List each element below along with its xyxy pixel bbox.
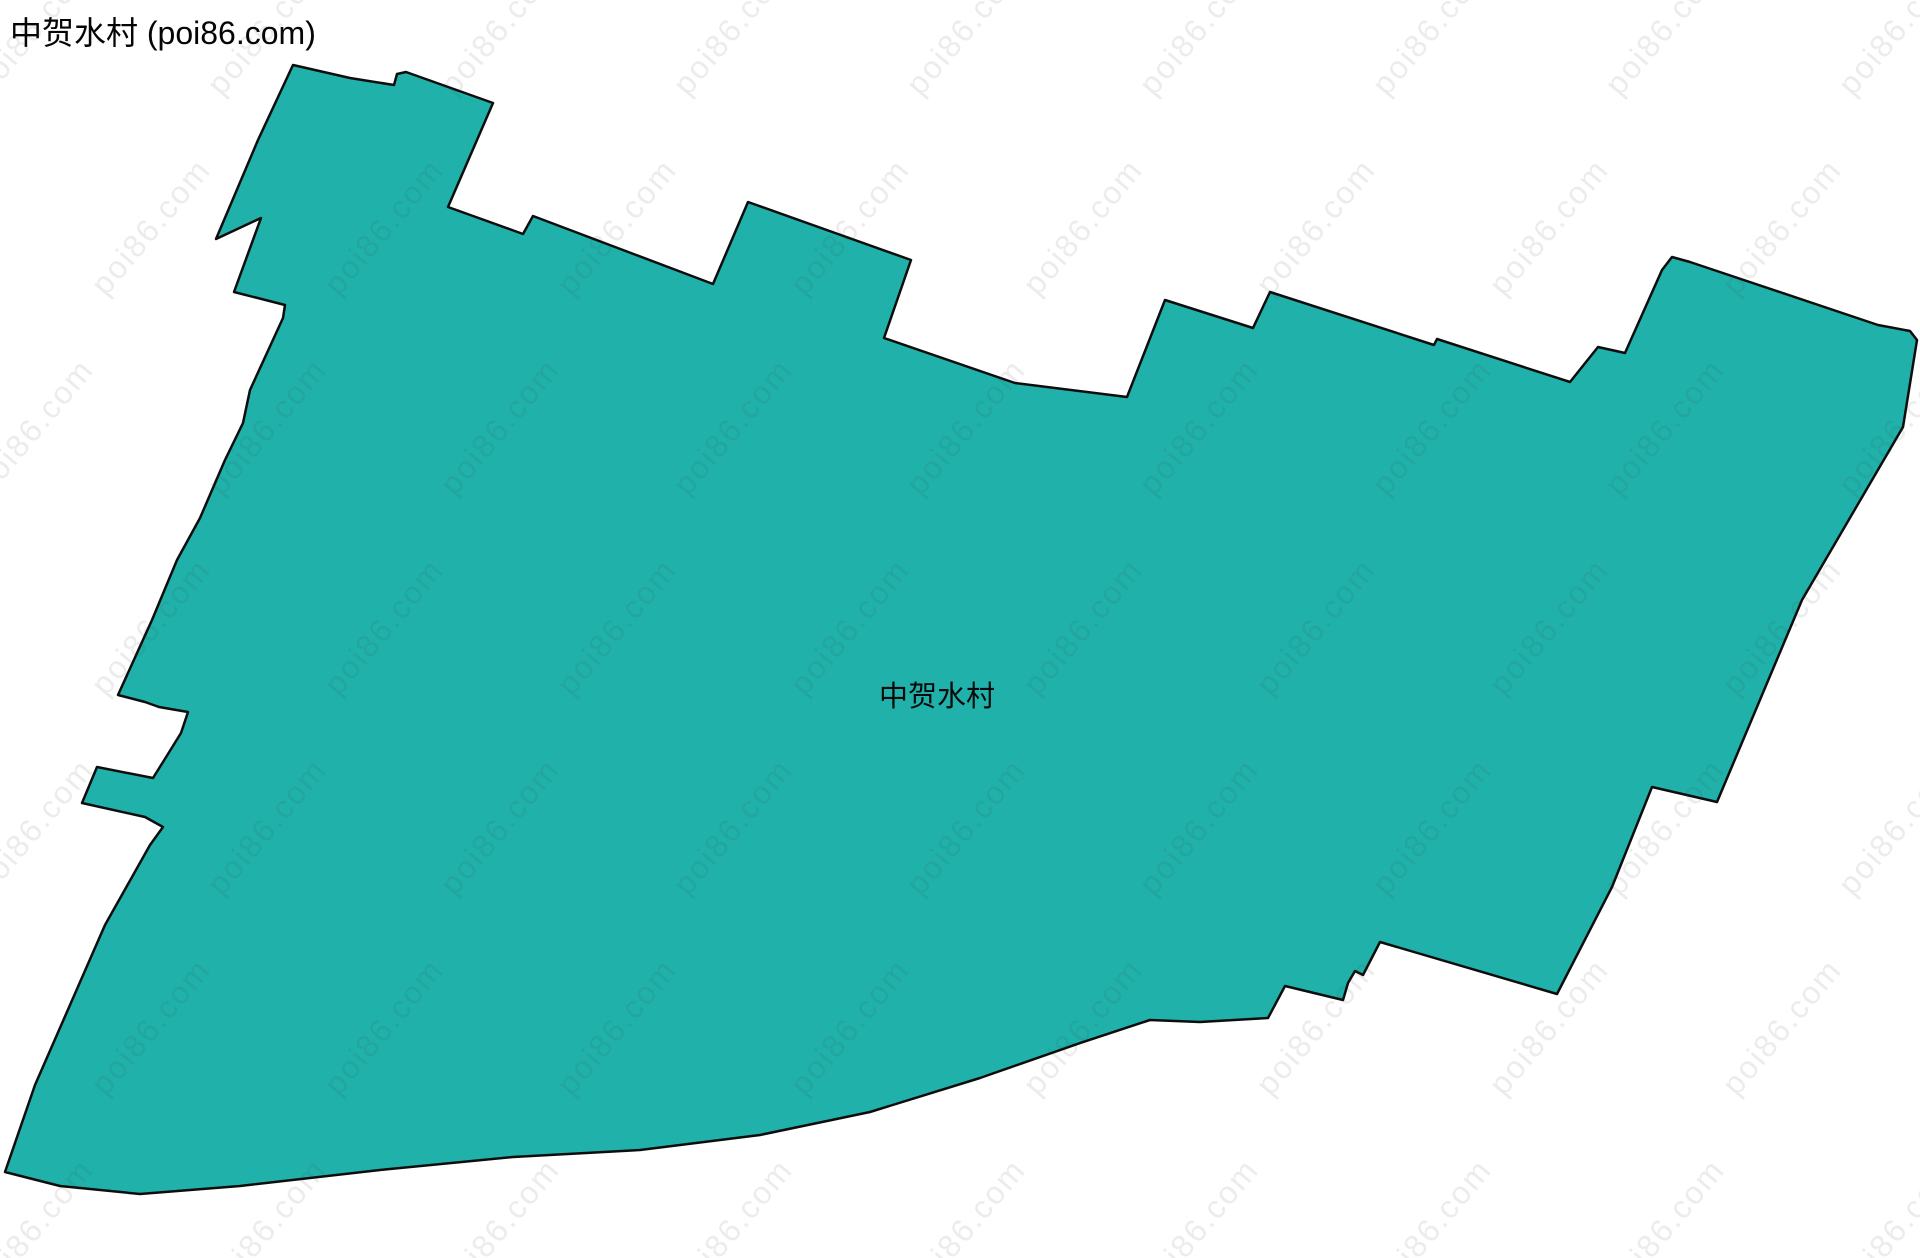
page-title: 中贺水村 (poi86.com)	[10, 15, 316, 51]
region-label: 中贺水村	[878, 681, 996, 713]
village-boundary-polygon	[3, 63, 1919, 1196]
